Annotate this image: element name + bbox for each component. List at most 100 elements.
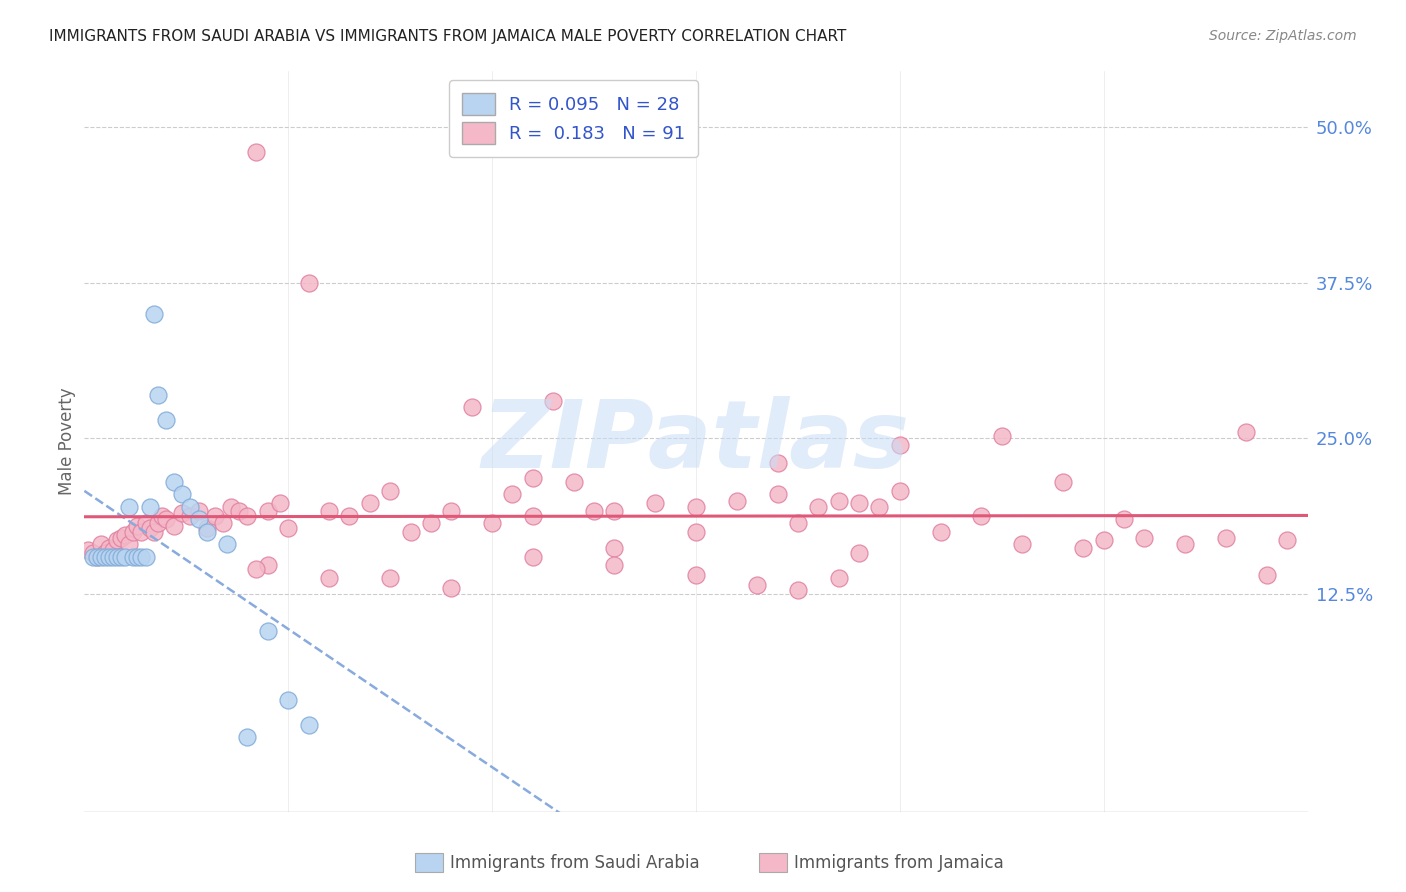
Point [163,518,186,533]
Point [146,516,169,530]
Point [163,475,186,489]
Point [399,524,422,539]
Point [1133,531,1156,545]
Point [725,493,748,508]
Point [101,549,124,564]
Point [110,549,132,564]
Point [298,717,321,731]
Point [245,562,267,576]
Point [298,276,321,290]
Point [172,506,194,520]
Point [502,487,524,501]
Point [522,508,544,523]
Point [86,549,108,564]
Point [236,508,259,523]
Point [122,524,145,539]
Point [380,571,402,585]
Text: ZIPatlas: ZIPatlas [482,395,910,488]
Point [82,546,104,560]
Point [522,549,544,564]
Point [889,437,911,451]
Point [93,549,115,564]
Point [828,493,851,508]
Point [970,508,993,523]
Point [127,549,149,564]
Point [787,516,810,530]
Point [114,528,136,542]
Point [142,524,165,539]
Point [461,401,484,415]
Point [114,549,136,564]
Point [685,568,707,582]
Point [1114,512,1136,526]
Point [257,503,280,517]
Point [807,500,830,514]
Point [562,475,585,489]
Point [236,730,259,744]
Point [747,578,769,592]
Point [1073,541,1095,555]
Point [187,503,209,517]
Point [82,549,104,564]
Point [127,518,149,533]
Point [380,483,402,498]
Point [138,521,160,535]
Point [543,394,565,409]
Text: Immigrants from Saudi Arabia: Immigrants from Saudi Arabia [450,854,700,871]
Point [77,543,100,558]
Point [318,503,340,517]
Point [179,500,201,514]
Point [603,558,626,573]
Point [212,516,235,530]
Point [603,541,626,555]
Point [277,521,299,535]
Point [245,145,267,160]
Point [135,549,157,564]
Point [142,307,165,321]
Point [766,456,789,470]
Point [187,512,209,526]
Point [179,508,201,523]
Point [1256,568,1278,582]
Point [685,524,707,539]
Point [155,413,177,427]
Y-axis label: Male Poverty: Male Poverty [58,388,76,495]
Point [257,558,280,573]
Point [228,503,250,517]
Point [603,503,626,517]
Point [339,508,361,523]
Point [644,496,666,510]
Point [155,512,177,526]
Point [420,516,443,530]
Point [359,496,381,510]
Point [318,571,340,585]
Point [135,516,157,530]
Point [90,549,112,564]
Point [481,516,503,530]
Point [1236,425,1258,440]
Point [522,471,544,485]
Point [1052,475,1074,489]
Point [685,500,707,514]
Point [828,571,851,585]
Point [118,537,141,551]
Point [90,537,112,551]
Point [440,581,463,595]
Point [204,508,226,523]
Point [122,549,145,564]
Point [929,524,952,539]
Point [138,500,160,514]
Point [97,541,120,555]
Point [869,500,891,514]
Point [766,487,789,501]
Point [118,500,141,514]
Point [269,496,291,510]
Text: Immigrants from Jamaica: Immigrants from Jamaica [794,854,1004,871]
Legend: R = 0.095   N = 28, R =  0.183   N = 91: R = 0.095 N = 28, R = 0.183 N = 91 [450,80,697,157]
Text: Source: ZipAtlas.com: Source: ZipAtlas.com [1209,29,1357,43]
Point [131,524,153,539]
Point [150,508,173,523]
Point [97,549,120,564]
Point [991,429,1014,443]
Point [1277,533,1299,548]
